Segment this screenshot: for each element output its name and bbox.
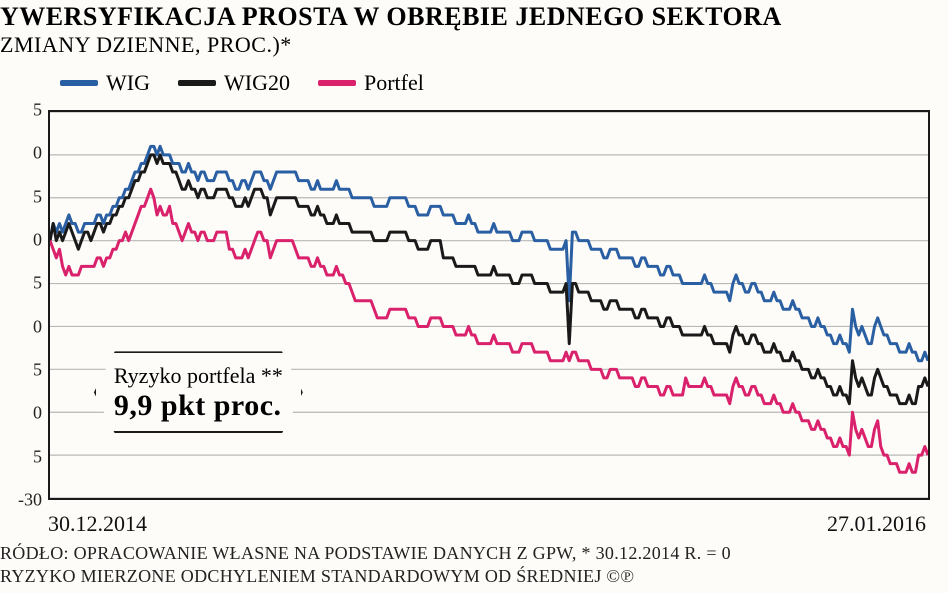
chart-title: YWERSYFIKACJA PROSTA W OBRĘBIE JEDNEGO S…	[0, 0, 948, 32]
risk-callout: Ryzyko portfela ** 9,9 pkt proc.	[94, 351, 303, 433]
footnote-line-2: RYZYKO MIERZONE ODCHYLENIEM STANDARDOWYM…	[0, 565, 948, 588]
risk-callout-value: 9,9 pkt proc.	[114, 389, 283, 423]
footnote-line-1: RÓDŁO: OPRACOWANIE WŁASNE NA PODSTAWIE D…	[0, 542, 948, 565]
y-tick-label: 5	[33, 359, 42, 380]
plot-region: Ryzyko portfela ** 9,9 pkt proc.	[48, 110, 930, 500]
y-tick-label: -30	[18, 490, 42, 511]
legend-item-wig20: WIG20	[178, 70, 290, 96]
y-tick-label: 5	[33, 273, 42, 294]
y-tick-label: 5	[33, 446, 42, 467]
chart-area: 505050505-30 Ryzyko portfela ** 9,9 pkt …	[20, 110, 930, 500]
legend-swatch-wig	[60, 80, 98, 86]
y-tick-label: 0	[33, 143, 42, 164]
legend-item-portfel: Portfel	[318, 70, 424, 96]
y-tick-label: 5	[33, 100, 42, 121]
legend: WIG WIG20 Portfel	[0, 64, 948, 102]
chart-subtitle: ZMIANY DZIENNE, PROC.)*	[0, 32, 948, 64]
plot-svg	[50, 112, 928, 498]
x-label-right: 27.01.2016	[827, 511, 926, 537]
series-wig	[50, 146, 928, 360]
legend-swatch-wig20	[178, 80, 216, 86]
risk-callout-label: Ryzyko portfela **	[114, 363, 283, 389]
x-axis-labels: 30.12.2014 27.01.2016	[48, 511, 926, 537]
y-axis-labels: 505050505-30	[20, 110, 42, 500]
footnote: RÓDŁO: OPRACOWANIE WŁASNE NA PODSTAWIE D…	[0, 542, 948, 587]
legend-swatch-portfel	[318, 80, 356, 86]
y-tick-label: 0	[33, 403, 42, 424]
legend-label-wig: WIG	[106, 70, 150, 96]
y-tick-label: 0	[33, 316, 42, 337]
y-tick-label: 0	[33, 229, 42, 250]
x-label-left: 30.12.2014	[48, 511, 147, 537]
legend-label-portfel: Portfel	[364, 70, 424, 96]
legend-label-wig20: WIG20	[224, 70, 290, 96]
legend-item-wig: WIG	[60, 70, 150, 96]
y-tick-label: 5	[33, 186, 42, 207]
